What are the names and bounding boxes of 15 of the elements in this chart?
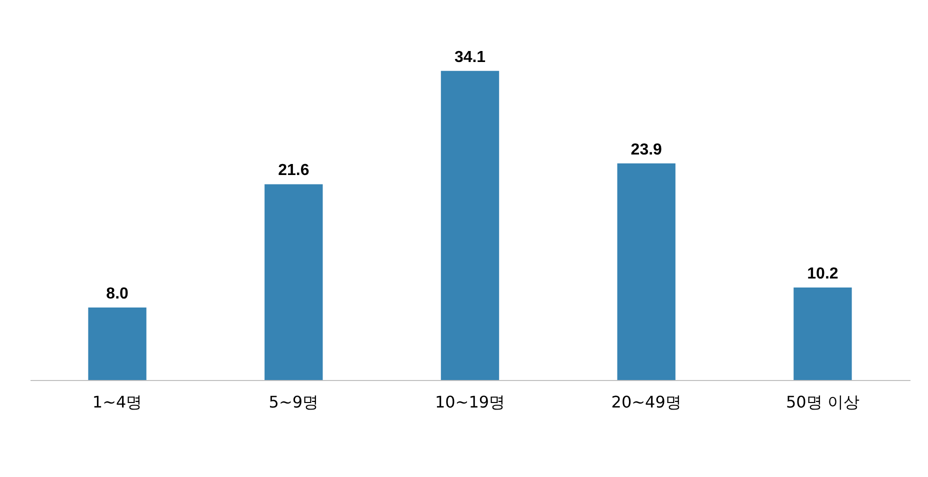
- data-label: 10.2: [807, 266, 838, 283]
- x-tick-label: 1~4명: [92, 392, 142, 412]
- x-tick-label: 20~49명: [611, 392, 682, 412]
- bar: [88, 307, 146, 380]
- data-label: 8.0: [106, 285, 129, 302]
- bar: [264, 184, 323, 380]
- x-tick-label: 5~9명: [268, 392, 319, 412]
- bar: [617, 163, 676, 380]
- x-tick-label: 50명 이상: [786, 392, 860, 412]
- data-label: 34.1: [454, 48, 486, 66]
- x-tick-label: 10~19명: [434, 392, 506, 412]
- bar: [440, 70, 500, 380]
- bar: [794, 288, 852, 380]
- data-label: 23.9: [630, 141, 662, 158]
- data-label: 21.6: [278, 162, 310, 180]
